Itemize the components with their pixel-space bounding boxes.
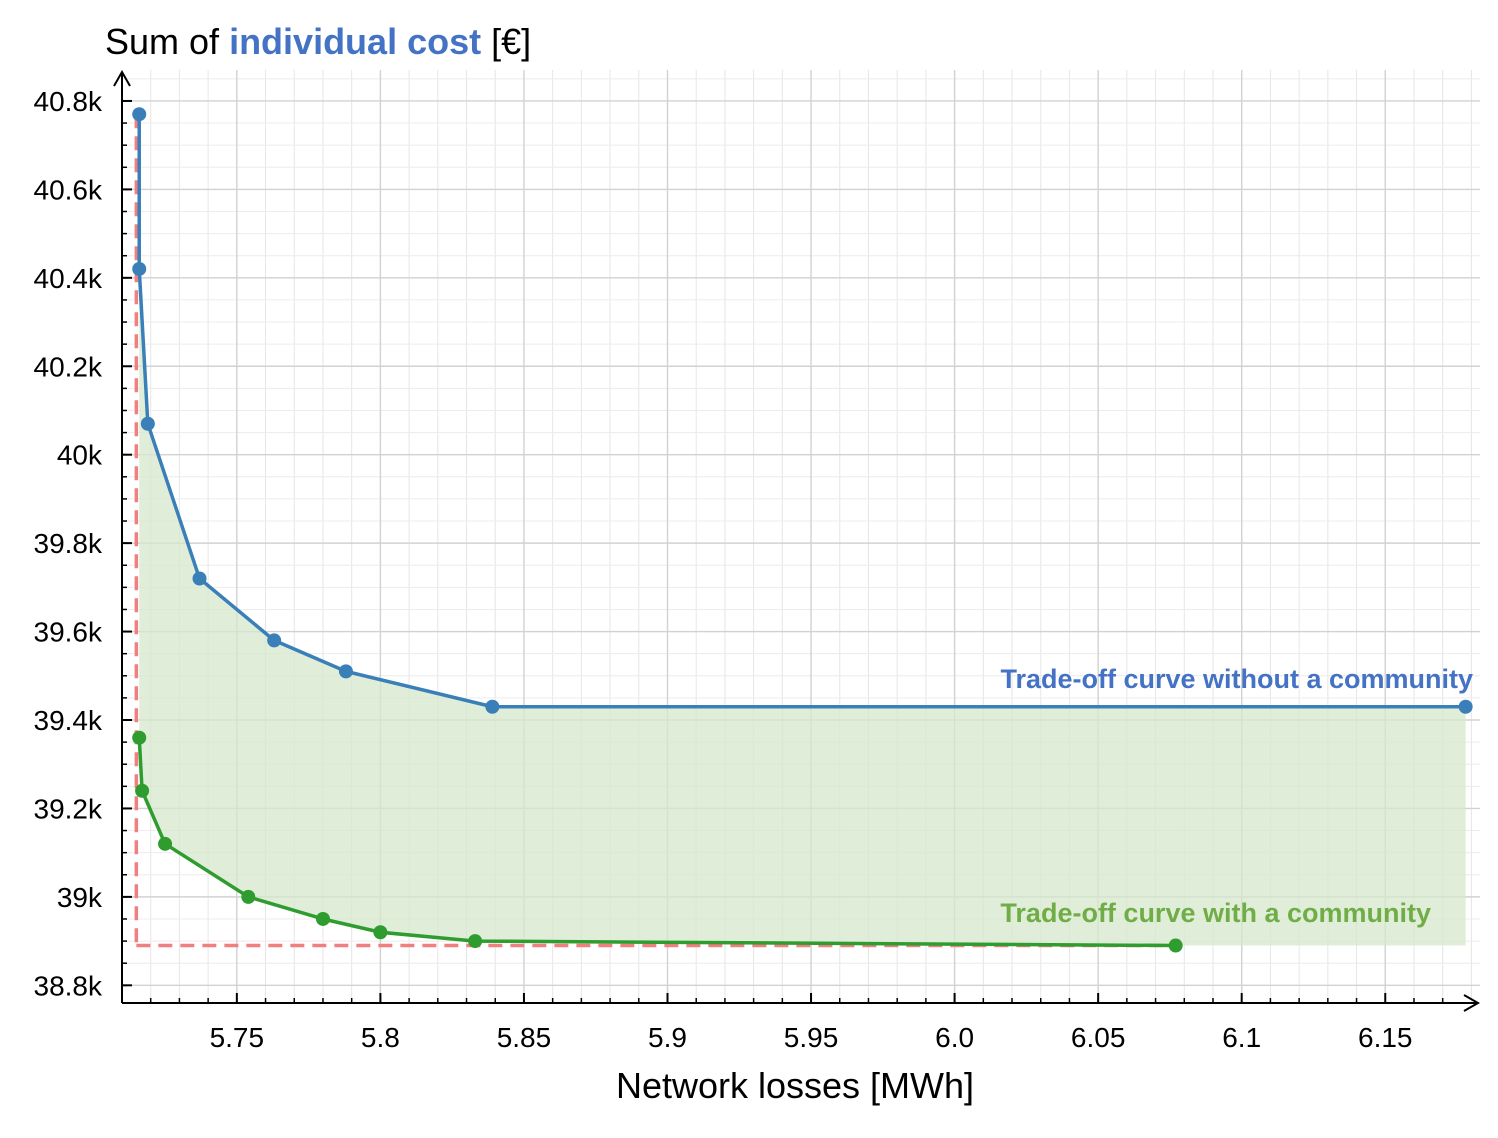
data-point — [140, 416, 155, 431]
x-tick-label: 5.85 — [497, 1022, 552, 1053]
annotation-with-community: Trade-off curve with a community — [1000, 898, 1431, 928]
x-tick-label: 6.05 — [1071, 1022, 1126, 1053]
data-point — [315, 911, 330, 926]
data-point — [485, 699, 500, 714]
y-axis-title-part: Sum of — [105, 21, 229, 62]
tick-labels: 5.75 5.8 5.85 5.9 5.95 6.0 6.05 6.1 6.15 38.8k 39k… — [34, 86, 1413, 1053]
data-point — [1458, 699, 1473, 714]
data-point — [132, 730, 147, 745]
data-point — [192, 571, 207, 586]
y-axis-arrow — [113, 69, 131, 87]
y-tick-label: 38.8k — [34, 970, 103, 1001]
y-tick-label: 40k — [57, 440, 103, 471]
data-point — [241, 889, 256, 904]
data-point — [132, 261, 147, 276]
y-axis-title: Sum of individual cost [€] — [105, 21, 531, 62]
x-tick-label: 5.75 — [210, 1022, 265, 1053]
x-tick-label: 6.1 — [1222, 1022, 1261, 1053]
axes — [113, 69, 1481, 1012]
x-axis-title: Network losses [MWh] — [616, 1065, 974, 1106]
series-lines — [132, 107, 1473, 953]
x-tick-label: 5.9 — [648, 1022, 687, 1053]
x-axis-arrow — [1463, 994, 1481, 1012]
y-tick-label: 39k — [57, 882, 103, 913]
data-point — [267, 633, 282, 648]
data-point — [338, 664, 353, 679]
data-point — [135, 783, 150, 798]
annotation-without-community: Trade-off curve without a community — [1000, 664, 1473, 694]
y-tick-label: 40.8k — [34, 86, 103, 117]
x-tick-label: 6.0 — [935, 1022, 974, 1053]
series-line-0 — [137, 114, 1466, 709]
y-tick-label: 40.6k — [34, 174, 103, 205]
data-point — [158, 836, 173, 851]
shaded-area — [139, 114, 1466, 946]
y-tick-label: 39.2k — [34, 793, 103, 824]
y-axis-title-highlight: individual cost — [229, 21, 481, 62]
data-point — [468, 934, 483, 949]
data-point — [373, 925, 388, 940]
data-point — [1168, 938, 1183, 953]
x-tick-label: 6.15 — [1358, 1022, 1413, 1053]
y-tick-label: 39.6k — [34, 617, 103, 648]
x-tick-label: 5.95 — [784, 1022, 839, 1053]
y-tick-label: 40.2k — [34, 351, 103, 382]
y-tick-label: 39.8k — [34, 528, 103, 559]
y-tick-label: 40.4k — [34, 263, 103, 294]
y-axis-title-unit: [€] — [481, 21, 531, 62]
series-line-1 — [137, 737, 1176, 948]
x-tick-label: 5.8 — [361, 1022, 400, 1053]
y-tick-label: 39.4k — [34, 705, 103, 736]
area-between-curves — [139, 114, 1466, 946]
data-point — [132, 107, 147, 122]
